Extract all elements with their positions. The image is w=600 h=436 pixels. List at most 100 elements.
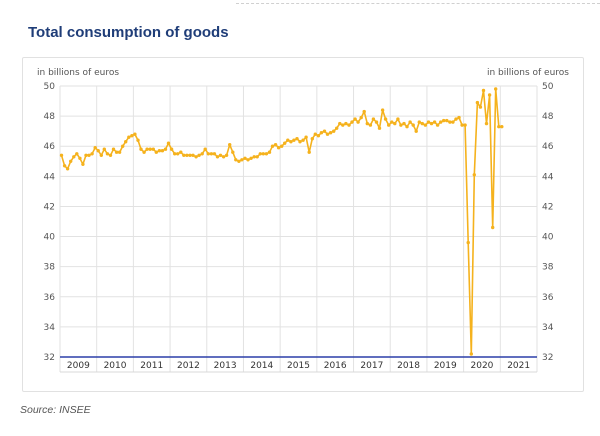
data-point	[478, 105, 483, 109]
data-point	[457, 115, 461, 120]
data-point	[484, 121, 489, 126]
data-point	[405, 125, 409, 129]
data-point	[399, 123, 403, 127]
data-point	[494, 87, 498, 91]
data-point	[200, 152, 204, 156]
data-point	[322, 129, 327, 133]
data-point	[62, 164, 67, 168]
y-tick-label-left: 46	[44, 142, 56, 152]
data-point	[59, 153, 64, 157]
data-point	[102, 147, 107, 151]
data-point	[402, 121, 406, 126]
data-point	[93, 146, 97, 150]
y-tick-label-left: 44	[44, 172, 56, 182]
data-point	[148, 147, 152, 151]
data-point	[289, 140, 293, 144]
y-tick-label-left: 48	[44, 112, 56, 122]
data-point	[124, 140, 128, 144]
data-point	[435, 123, 440, 127]
data-point	[344, 121, 348, 126]
x-tick-label: 2018	[397, 361, 420, 371]
x-tick-label: 2015	[287, 361, 310, 371]
x-tick-label: 2017	[360, 361, 383, 371]
data-point	[267, 150, 272, 154]
data-point	[347, 123, 351, 127]
x-tick-label: 2009	[67, 361, 90, 371]
top-dashed-rule	[236, 3, 600, 4]
data-point	[280, 144, 284, 148]
x-tick-label: 2010	[104, 361, 127, 371]
data-point	[423, 123, 428, 127]
data-point	[460, 123, 464, 127]
data-point	[295, 137, 299, 141]
source-note: Source: INSEE	[20, 404, 91, 416]
data-point	[362, 109, 366, 114]
data-point	[108, 153, 113, 157]
data-point	[179, 150, 183, 154]
chart-frame: in billions of euros in billions of euro…	[22, 57, 584, 392]
data-point	[160, 149, 165, 153]
data-point	[335, 126, 339, 130]
data-point	[194, 155, 198, 159]
data-point	[185, 153, 189, 157]
data-point	[231, 150, 235, 154]
left-axis-label: in billions of euros	[37, 68, 119, 78]
data-point	[276, 146, 281, 150]
data-point	[206, 152, 210, 156]
y-ticks-left: 32 34 36 38 40 42 44 46 48 50	[44, 82, 56, 363]
data-point	[328, 131, 333, 135]
data-point	[292, 138, 296, 142]
data-point	[130, 134, 134, 138]
data-point	[237, 159, 241, 163]
data-point	[228, 143, 232, 147]
line-chart: in billions of euros in billions of euro…	[37, 68, 569, 373]
data-point	[445, 118, 449, 123]
data-point	[191, 153, 195, 157]
x-tick-label: 2012	[177, 361, 200, 371]
x-tick-label: 2014	[250, 361, 273, 371]
y-tick-label-right: 50	[542, 82, 554, 92]
data-point	[78, 156, 82, 160]
data-point	[99, 153, 104, 157]
data-point	[341, 123, 345, 127]
data-point	[359, 115, 363, 120]
data-point	[234, 158, 238, 162]
data-point	[90, 152, 94, 156]
data-point	[393, 121, 397, 126]
x-tick-label: 2019	[434, 361, 457, 371]
data-point	[469, 352, 473, 356]
data-point	[151, 147, 155, 151]
y-tick-label-left: 34	[44, 323, 56, 333]
data-point	[429, 121, 434, 126]
x-tick-label: 2011	[140, 361, 163, 371]
data-point	[500, 125, 504, 129]
data-point	[387, 123, 391, 127]
y-tick-label-right: 32	[542, 353, 553, 363]
data-point	[69, 159, 73, 163]
data-point	[240, 158, 244, 162]
data-point	[127, 135, 131, 139]
data-point	[350, 120, 354, 124]
data-point	[371, 117, 376, 121]
data-point	[72, 155, 76, 159]
y-tick-label-right: 34	[542, 323, 554, 333]
data-point	[368, 123, 373, 127]
data-point	[304, 135, 308, 139]
data-point	[451, 120, 455, 124]
data-point	[491, 225, 495, 230]
data-point	[249, 156, 253, 160]
data-point	[264, 152, 269, 156]
y-tick-label-left: 40	[44, 233, 56, 243]
data-point	[319, 131, 324, 135]
data-point	[396, 117, 400, 121]
series-layer	[59, 87, 504, 356]
data-point	[169, 147, 174, 151]
y-tick-label-right: 44	[542, 172, 554, 182]
data-point	[380, 108, 385, 112]
data-point	[301, 138, 305, 142]
data-point	[408, 120, 412, 124]
x-tick-label: 2021	[507, 361, 530, 371]
data-point	[176, 152, 180, 156]
data-point	[420, 121, 424, 126]
